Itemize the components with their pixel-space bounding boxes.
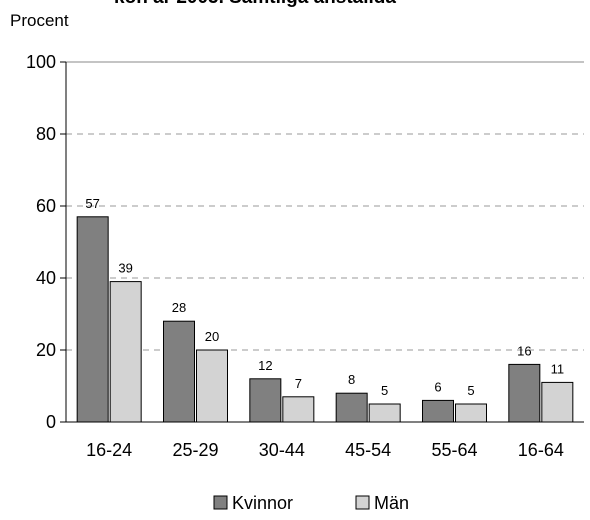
bars — [76, 216, 574, 423]
data-label: 16 — [517, 343, 531, 358]
x-tick-label: 45-54 — [345, 440, 391, 460]
category-labels: 16-24 25-29 30-44 45-54 55-64 16-64 — [86, 440, 564, 460]
data-label: 12 — [258, 358, 272, 373]
y-tick-label: 0 — [46, 412, 56, 432]
bar-man-45-54 — [368, 403, 401, 423]
bar-kvinnor-30-44 — [249, 378, 282, 423]
x-tick-label: 25-29 — [172, 440, 218, 460]
bar-man-30-44 — [282, 396, 315, 423]
x-tick-label: 30-44 — [259, 440, 305, 460]
data-label: 11 — [551, 361, 565, 376]
data-label: 5 — [381, 383, 388, 398]
data-label: 57 — [85, 196, 99, 211]
bar-kvinnor-16-64 — [508, 363, 541, 423]
bar-kvinnor-55-64 — [422, 399, 454, 423]
axes — [65, 62, 584, 423]
bar-man-16-64 — [541, 381, 574, 423]
bar-man-55-64 — [455, 403, 487, 423]
x-tick-label: 16-64 — [518, 440, 564, 460]
bar-kvinnor-45-54 — [335, 392, 368, 423]
chart-title: kön år 2005. Samtliga anställda — [114, 0, 396, 8]
y-tick-label: 20 — [36, 340, 56, 360]
gridlines — [66, 61, 584, 351]
data-label: 5 — [467, 383, 474, 398]
bar-man-16-24 — [109, 281, 142, 423]
y-tick-label: 80 — [36, 124, 56, 144]
legend-swatch — [213, 495, 228, 510]
bar-kvinnor-25-29 — [163, 320, 195, 423]
data-label: 28 — [172, 300, 186, 315]
data-label: 8 — [348, 372, 355, 387]
y-tick-label: 40 — [36, 268, 56, 288]
legend-swatch — [355, 495, 370, 510]
y-tick-label: 60 — [36, 196, 56, 216]
data-label: 7 — [295, 376, 302, 391]
bar-man-25-29 — [196, 349, 228, 423]
data-label: 6 — [434, 379, 441, 394]
y-axis-ticks: 0 20 40 60 80 100 — [26, 52, 66, 432]
x-tick-label: 55-64 — [431, 440, 477, 460]
legend-label: Kvinnor — [232, 493, 293, 513]
legend: Kvinnor Män — [213, 493, 409, 513]
x-tick-label: 16-24 — [86, 440, 132, 460]
bar-kvinnor-16-24 — [76, 216, 109, 423]
y-axis-label: Procent — [10, 11, 69, 30]
y-tick-label: 100 — [26, 52, 56, 72]
data-label: 20 — [205, 329, 219, 344]
data-label: 39 — [118, 261, 132, 276]
data-labels: 57 39 28 20 12 7 8 5 6 5 16 11 — [85, 196, 564, 398]
legend-label: Män — [374, 493, 409, 513]
